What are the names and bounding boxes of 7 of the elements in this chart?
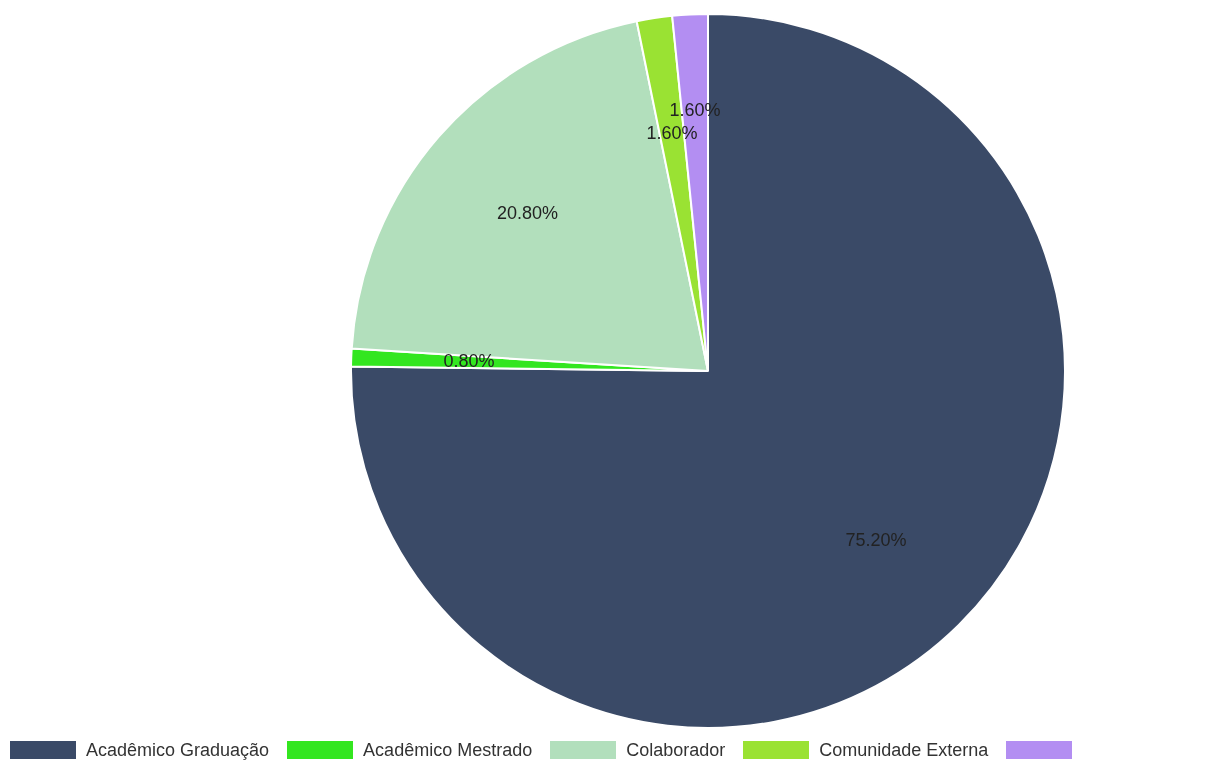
legend-label: Acadêmico Graduação	[86, 739, 270, 761]
data-label: 75.20%	[845, 530, 907, 551]
data-label: 0.80%	[443, 350, 495, 371]
legend-label: Comunidade Externa	[819, 739, 989, 761]
data-label: 20.80%	[497, 202, 559, 223]
legend-label: Colaborador	[626, 739, 726, 761]
legend-label: Acadêmico Mestrado	[363, 739, 533, 761]
